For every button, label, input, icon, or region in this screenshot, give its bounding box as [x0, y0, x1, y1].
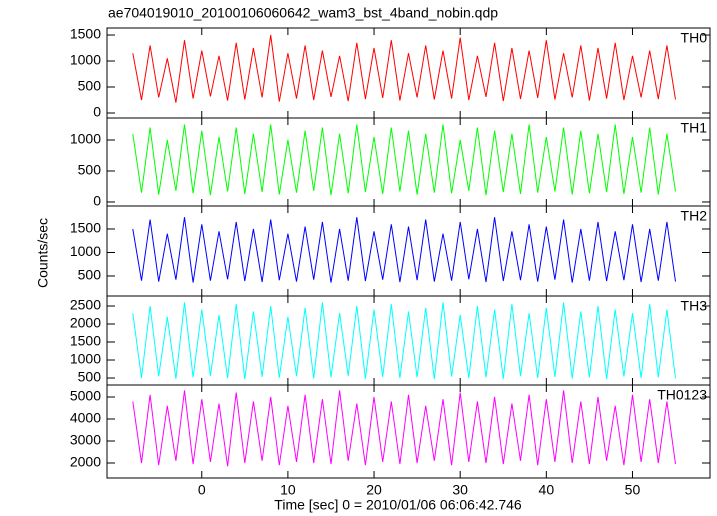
y-tick-label: 1500: [70, 220, 101, 236]
x-tick-label: 0: [198, 482, 206, 498]
y-tick-label: 500: [78, 162, 102, 178]
y-tick-label: 2500: [70, 297, 101, 313]
y-tick-label: 0: [93, 193, 101, 209]
y-tick-label: 3000: [70, 432, 101, 448]
data-line: [132, 390, 676, 467]
x-tick-label: 40: [539, 482, 555, 498]
x-tick-label: 50: [625, 482, 641, 498]
data-line: [132, 302, 676, 380]
y-tick-label: 1000: [70, 52, 101, 68]
y-tick-label: 4000: [70, 410, 101, 426]
data-line: [132, 217, 676, 283]
panel-label: TH0: [681, 30, 708, 46]
panel-label: TH2: [681, 208, 708, 224]
panel-frame: [106, 384, 711, 479]
y-axis-label: Counts/sec: [35, 218, 51, 288]
panel-label: TH3: [681, 298, 708, 314]
y-tick-label: 0: [93, 104, 101, 120]
y-tick-label: 1000: [70, 243, 101, 259]
y-tick-label: 5000: [70, 388, 101, 404]
y-tick-label: 1000: [70, 131, 101, 147]
panel-label: TH0123: [657, 387, 707, 403]
x-axis-label: Time [sec] 0 = 2010/01/06 06:06:42.746: [274, 497, 522, 513]
y-tick-label: 1500: [70, 333, 101, 349]
data-line: [132, 124, 676, 196]
y-tick-label: 2000: [70, 454, 101, 470]
x-tick-label: 20: [366, 482, 382, 498]
x-tick-label: 10: [280, 482, 296, 498]
y-tick-label: 500: [78, 369, 102, 385]
chart-title: ae704019010_20100106060642_wam3_bst_4ban…: [108, 5, 498, 21]
y-tick-label: 1000: [70, 351, 101, 367]
y-tick-label: 500: [78, 267, 102, 283]
data-line: [132, 34, 676, 103]
panel-label: TH1: [681, 120, 708, 136]
y-tick-label: 500: [78, 78, 102, 94]
y-tick-label: 1500: [70, 26, 101, 42]
y-tick-label: 2000: [70, 315, 101, 331]
x-tick-label: 30: [452, 482, 468, 498]
